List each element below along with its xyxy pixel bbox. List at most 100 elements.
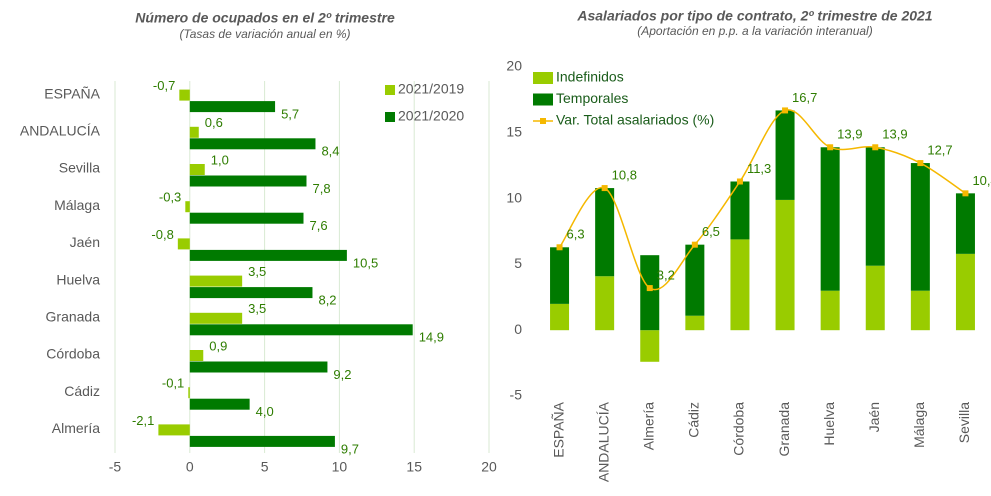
y-tick-label: 10 [506,189,522,205]
x-tick-label: Huelva [821,402,837,446]
line-marker [601,185,608,192]
data-label: 16,7 [792,90,817,105]
bar [189,175,307,187]
x-tick-label: Granada [776,402,792,457]
data-label: 0,6 [205,115,223,130]
bar [189,398,250,410]
bar [185,201,190,213]
legend-swatch [385,112,395,122]
x-tick-label: 15 [406,459,422,475]
bar [910,163,930,291]
data-label: 14,9 [419,330,444,345]
bar [775,199,795,331]
bar [595,188,615,277]
bar [550,303,570,331]
legend-label: 2021/2019 [398,81,464,97]
y-tick-label: 0 [514,321,522,337]
legend-swatch [533,72,553,84]
y-tick-label: 20 [506,58,522,74]
y-tick-label: Almería [52,420,100,436]
bar [820,147,840,291]
legend-label: Temporales [556,90,628,106]
data-label: 7,6 [309,218,327,233]
legend-label: 2021/2020 [398,108,464,124]
bar [955,193,975,254]
bar [640,330,660,362]
bar [189,138,316,150]
data-label: 11,3 [747,161,771,176]
y-tick-label: Huelva [56,271,100,287]
legend-swatch [540,118,546,124]
data-label: 3,5 [248,301,266,316]
x-tick-label: Sevilla [956,402,972,443]
bar [177,238,190,250]
data-label: -0,7 [153,78,175,93]
data-label: 6,3 [567,227,585,242]
line-marker [782,107,789,114]
bar [550,247,570,304]
data-label: 5,7 [281,107,299,122]
data-label: 12,7 [927,143,952,158]
x-tick-label: Almería [640,402,656,450]
bar [189,312,243,324]
data-label: 10,5 [353,255,378,270]
x-tick-label: Jaén [866,402,882,432]
data-label: 4,0 [256,404,274,419]
y-tick-label: ANDALUCÍA [20,123,101,139]
bar [189,435,335,447]
line-marker [917,160,924,167]
bar [189,249,347,261]
legend-swatch [385,85,395,95]
data-label: 1,0 [211,152,229,167]
data-label: -0,8 [151,227,173,242]
chart-title: Asalariados por tipo de contrato, 2º tri… [576,8,932,24]
bar [158,424,190,436]
line-marker [556,244,563,251]
legend-label: Var. Total asalariados (%) [556,112,714,128]
x-tick-label: 20 [481,459,497,475]
bar [685,244,705,316]
y-tick-label: Córdoba [46,346,100,362]
data-label: 3,5 [248,264,266,279]
line [558,109,966,291]
bar [730,181,750,240]
y-tick-label: Granada [46,309,101,325]
bar [189,275,243,287]
chart-title: Número de ocupados en el 2º trimestre [135,10,395,26]
bar [730,239,750,331]
legend-swatch [533,93,553,106]
data-label: 10,8 [612,168,637,183]
y-tick-label: Málaga [54,197,100,213]
y-tick-label: -5 [510,387,523,403]
x-tick-label: Málaga [911,402,927,448]
chart-subtitle: (Tasas de variación anual en %) [180,27,351,41]
bar [189,126,199,138]
data-label: 13,9 [882,127,907,142]
chart-subtitle: (Aportación en p.p. a la variación inter… [637,24,872,38]
bar [189,350,204,361]
y-tick-label: Jaén [70,234,100,250]
data-label: -2,1 [132,413,154,428]
legend-label: Indefinidos [556,69,624,85]
x-tick-label: 0 [186,459,194,475]
line-marker [872,144,879,151]
data-label: 0,9 [209,338,227,353]
bar [595,276,615,331]
bar [955,253,975,331]
bar [640,255,660,331]
line-marker [962,190,969,197]
bar [910,290,930,331]
x-tick-label: ANDALUCÍA [595,401,611,482]
x-tick-label: Cádiz [686,402,702,438]
x-tick-label: -5 [109,459,122,475]
x-tick-label: ESPAÑA [550,401,566,457]
line-marker [736,178,743,185]
data-label: 6,5 [702,224,720,239]
x-tick-label: Córdoba [731,402,747,456]
data-label: 3,2 [657,268,675,283]
bar [188,387,190,399]
y-tick-label: 5 [514,255,522,271]
line-marker [691,241,698,248]
line-marker [646,285,653,292]
